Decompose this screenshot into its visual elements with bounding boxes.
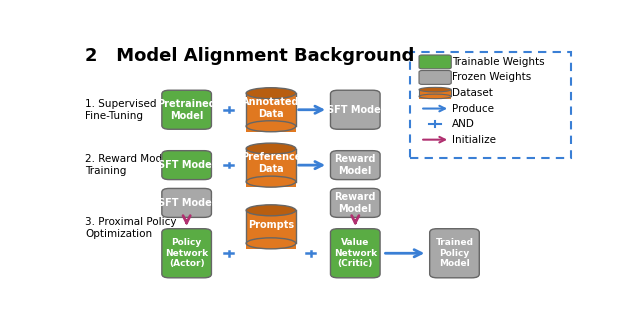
Text: Reward
Model: Reward Model bbox=[335, 154, 376, 176]
Text: SFT Model: SFT Model bbox=[158, 160, 215, 170]
FancyBboxPatch shape bbox=[162, 151, 211, 180]
Ellipse shape bbox=[246, 88, 296, 99]
FancyBboxPatch shape bbox=[429, 229, 479, 278]
Text: Frozen Weights: Frozen Weights bbox=[452, 73, 531, 82]
Text: SFT Model: SFT Model bbox=[158, 198, 215, 208]
Text: Policy
Network
(Actor): Policy Network (Actor) bbox=[165, 238, 208, 268]
Bar bbox=[419, 90, 451, 99]
Ellipse shape bbox=[419, 94, 451, 99]
Text: Trainable Weights: Trainable Weights bbox=[452, 57, 545, 67]
Bar bbox=[246, 210, 296, 249]
FancyBboxPatch shape bbox=[410, 52, 571, 158]
FancyBboxPatch shape bbox=[330, 151, 380, 180]
Text: 2. Reward Model
Training: 2. Reward Model Training bbox=[85, 154, 172, 176]
Ellipse shape bbox=[246, 176, 296, 187]
FancyBboxPatch shape bbox=[419, 71, 451, 84]
Text: Produce: Produce bbox=[452, 104, 494, 113]
Text: Preference
Data: Preference Data bbox=[241, 152, 301, 174]
Text: Initialize: Initialize bbox=[452, 135, 496, 145]
Text: SFT Model: SFT Model bbox=[326, 105, 384, 115]
FancyBboxPatch shape bbox=[330, 229, 380, 278]
FancyBboxPatch shape bbox=[330, 188, 380, 217]
Text: Dataset: Dataset bbox=[452, 88, 493, 98]
FancyBboxPatch shape bbox=[162, 229, 211, 278]
Text: Reward
Model: Reward Model bbox=[335, 192, 376, 214]
Ellipse shape bbox=[246, 121, 296, 132]
Ellipse shape bbox=[246, 143, 296, 154]
FancyBboxPatch shape bbox=[162, 90, 211, 129]
Text: Trained
Policy
Model: Trained Policy Model bbox=[435, 238, 474, 268]
Ellipse shape bbox=[246, 205, 296, 216]
Ellipse shape bbox=[246, 238, 296, 249]
Text: Pretrained
Model: Pretrained Model bbox=[157, 99, 216, 121]
Text: AND: AND bbox=[452, 119, 475, 129]
Text: 2   Model Alignment Background: 2 Model Alignment Background bbox=[85, 47, 414, 65]
Text: 1. Supervised
Fine-Tuning: 1. Supervised Fine-Tuning bbox=[85, 99, 156, 121]
FancyBboxPatch shape bbox=[330, 90, 380, 129]
FancyBboxPatch shape bbox=[162, 188, 211, 217]
Text: 3. Proximal Policy
Optimization: 3. Proximal Policy Optimization bbox=[85, 217, 177, 239]
Text: Prompts: Prompts bbox=[248, 220, 294, 230]
FancyBboxPatch shape bbox=[419, 55, 451, 69]
Bar bbox=[246, 93, 296, 132]
Text: Annotated
Data: Annotated Data bbox=[242, 97, 300, 119]
Ellipse shape bbox=[419, 87, 451, 92]
Bar bbox=[246, 148, 296, 187]
Text: Value
Network
(Critic): Value Network (Critic) bbox=[333, 238, 377, 268]
